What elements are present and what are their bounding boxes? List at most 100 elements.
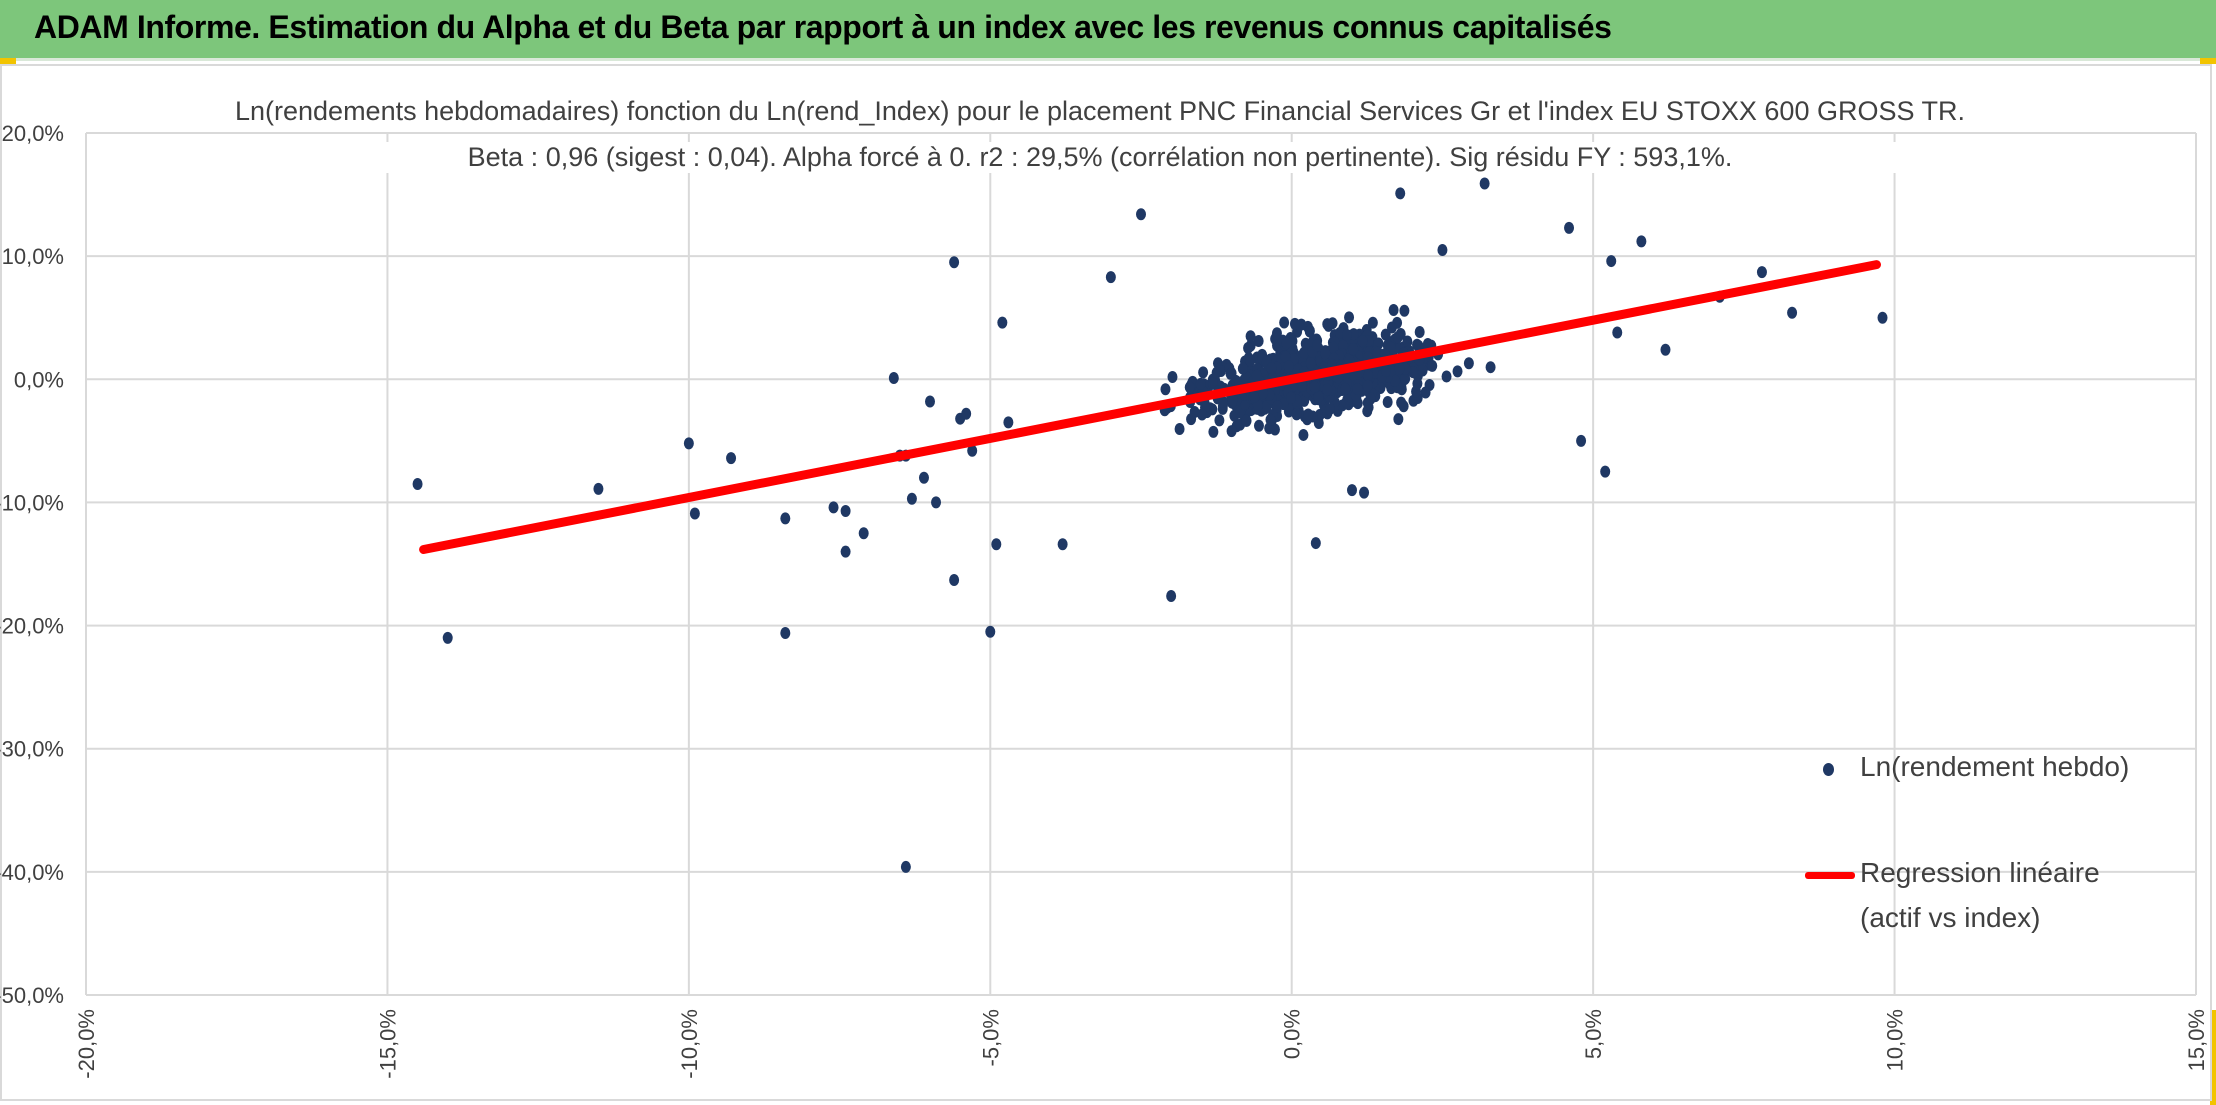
x-tick-label: 15,0%	[2184, 1009, 2209, 1071]
data-point	[918, 471, 929, 484]
chart-title-line2: Beta : 0,96 (sigest : 0,04). Alpha forcé…	[200, 142, 2000, 173]
data-point	[1251, 369, 1262, 382]
x-tick-label: -10,0%	[677, 1009, 702, 1079]
data-point	[1279, 316, 1290, 329]
data-point	[726, 452, 737, 465]
data-point	[1241, 414, 1252, 427]
data-point	[1427, 359, 1438, 372]
data-point	[1344, 311, 1355, 324]
data-point	[442, 631, 453, 644]
data-point	[1211, 366, 1222, 379]
y-tick-label: 20,0%	[2, 121, 64, 146]
data-point	[1299, 346, 1310, 359]
data-point	[1312, 339, 1323, 352]
data-point	[1348, 343, 1359, 356]
data-point	[1226, 425, 1237, 438]
report-title: ADAM Informe. Estimation du Alpha et du …	[34, 9, 1612, 45]
legend-marker-regression	[1805, 872, 1855, 879]
data-point	[1166, 590, 1177, 603]
data-point	[1392, 331, 1403, 344]
data-point	[1245, 354, 1256, 367]
data-point	[1877, 311, 1888, 324]
data-point	[828, 501, 839, 514]
chart-frame	[0, 64, 2212, 1101]
y-tick-label: -30,0%	[0, 737, 64, 762]
y-tick-label: -40,0%	[0, 860, 64, 885]
data-point	[1283, 360, 1294, 373]
data-point	[1324, 403, 1335, 416]
data-point	[1310, 537, 1321, 550]
data-point	[689, 507, 700, 520]
data-point	[1422, 337, 1433, 350]
data-point	[949, 574, 960, 587]
data-point	[1420, 386, 1431, 399]
data-point	[1309, 380, 1320, 393]
legend-marker-points	[1823, 763, 1834, 776]
data-point	[1266, 362, 1277, 375]
data-point	[1365, 392, 1376, 405]
data-point	[961, 407, 972, 420]
legend-label-regression-1: Regression linéaire	[1860, 857, 2100, 888]
data-point	[1600, 465, 1611, 478]
data-point	[412, 477, 423, 490]
data-point	[1272, 400, 1283, 413]
data-point	[1313, 390, 1324, 403]
data-point	[1362, 405, 1373, 418]
data-point	[1756, 266, 1767, 279]
data-point	[1386, 321, 1397, 334]
data-point	[1395, 187, 1406, 200]
header-banner: ADAM Informe. Estimation du Alpha et du …	[0, 0, 2216, 61]
data-point	[1660, 343, 1671, 356]
y-tick-label: 0,0%	[14, 367, 64, 392]
data-point	[1197, 408, 1208, 421]
data-point	[1380, 364, 1391, 377]
data-point	[1341, 328, 1352, 341]
data-point	[1441, 370, 1452, 383]
data-point	[840, 505, 851, 518]
data-point	[1136, 208, 1146, 221]
data-point	[1253, 334, 1264, 347]
data-point	[1576, 434, 1587, 447]
data-point	[1198, 366, 1209, 379]
data-point	[1328, 341, 1339, 354]
data-point	[780, 626, 791, 639]
data-point	[1057, 538, 1068, 551]
data-point	[1367, 316, 1378, 329]
x-tick-label: -15,0%	[375, 1009, 400, 1079]
data-point	[858, 527, 869, 540]
data-point	[1174, 423, 1185, 436]
data-point	[1413, 339, 1424, 352]
data-point	[593, 482, 604, 495]
data-point	[1208, 425, 1219, 438]
x-tick-label: 0,0%	[1280, 1009, 1305, 1059]
data-point	[1227, 394, 1238, 407]
data-point	[1320, 347, 1331, 360]
data-point	[1105, 271, 1116, 284]
data-point	[1322, 383, 1333, 396]
data-point	[1399, 304, 1410, 317]
data-point	[931, 496, 942, 509]
corner-marker-left	[0, 58, 16, 64]
data-point	[1347, 484, 1357, 497]
data-point	[1362, 379, 1373, 392]
data-point	[1452, 365, 1463, 378]
data-point	[1636, 235, 1647, 248]
data-point	[1437, 243, 1448, 256]
x-tick-label: -5,0%	[978, 1009, 1003, 1066]
data-point	[1160, 383, 1171, 396]
data-point	[1289, 317, 1300, 330]
data-point	[1380, 328, 1391, 341]
data-point	[1249, 390, 1260, 403]
data-point	[1186, 413, 1197, 426]
data-point	[1412, 377, 1423, 390]
data-point	[1479, 177, 1490, 190]
data-point	[1303, 408, 1314, 421]
data-point	[1606, 255, 1617, 268]
data-point	[1271, 327, 1282, 340]
data-point	[1235, 406, 1246, 419]
data-point	[683, 437, 694, 450]
data-point	[949, 256, 960, 269]
data-point	[1357, 334, 1368, 347]
data-point	[1612, 326, 1623, 339]
